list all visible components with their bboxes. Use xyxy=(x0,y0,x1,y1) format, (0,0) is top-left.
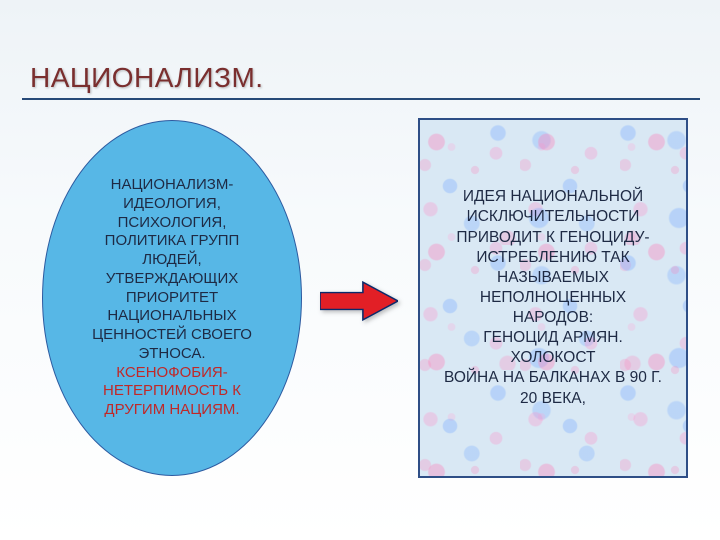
consequences-line: ВОЙНА НА БАЛКАНАХ В 90 Г. xyxy=(444,368,662,388)
consequences-panel: ИДЕЯ НАЦИОНАЛЬНОЙИСКЛЮЧИТЕЛЬНОСТИПРИВОДИ… xyxy=(418,118,688,478)
definition-text: НАЦИОНАЛИЗМ-ИДЕОЛОГИЯ,ПСИХОЛОГИЯ,ПОЛИТИК… xyxy=(92,176,252,420)
consequences-text: ИДЕЯ НАЦИОНАЛЬНОЙИСКЛЮЧИТЕЛЬНОСТИПРИВОДИ… xyxy=(444,187,662,409)
consequences-line: ИДЕЯ НАЦИОНАЛЬНОЙ xyxy=(444,187,662,207)
consequences-line: НАРОДОВ: xyxy=(444,308,662,328)
definition-line: ЦЕННОСТЕЙ СВОЕГО xyxy=(92,326,252,345)
consequences-line: ГЕНОЦИД АРМЯН. xyxy=(444,328,662,348)
slide-title: НАЦИОНАЛИЗМ. xyxy=(30,62,264,94)
definition-ellipse: НАЦИОНАЛИЗМ-ИДЕОЛОГИЯ,ПСИХОЛОГИЯ,ПОЛИТИК… xyxy=(42,120,302,476)
definition-line: ПРИОРИТЕТ xyxy=(92,289,252,308)
arrow-shape xyxy=(320,282,398,320)
definition-line: КСЕНОФОБИЯ- xyxy=(92,364,252,383)
definition-line: ДРУГИМ НАЦИЯМ. xyxy=(92,401,252,420)
consequences-line: ХОЛОКОСТ xyxy=(444,348,662,368)
definition-line: ЭТНОСА. xyxy=(92,345,252,364)
definition-line: ПСИХОЛОГИЯ, xyxy=(92,214,252,233)
definition-line: УТВЕРЖДАЮЩИХ xyxy=(92,270,252,289)
definition-line: ЛЮДЕЙ, xyxy=(92,251,252,270)
consequences-line: НАЗЫВАЕМЫХ xyxy=(444,268,662,288)
definition-line: НЕТЕРПИМОСТЬ К xyxy=(92,382,252,401)
arrow-right-icon xyxy=(320,280,398,322)
consequences-line: НЕПОЛНОЦЕННЫХ xyxy=(444,288,662,308)
definition-line: ПОЛИТИКА ГРУПП xyxy=(92,232,252,251)
definition-line: ИДЕОЛОГИЯ, xyxy=(92,195,252,214)
consequences-line: ПРИВОДИТ К ГЕНОЦИДУ- xyxy=(444,228,662,248)
definition-line: НАЦИОНАЛИЗМ- xyxy=(92,176,252,195)
title-underline xyxy=(22,98,700,100)
consequences-line: ИСКЛЮЧИТЕЛЬНОСТИ xyxy=(444,207,662,227)
consequences-line: ИСТРЕБЛЕНИЮ ТАК xyxy=(444,248,662,268)
consequences-line: 20 ВЕКА, xyxy=(444,389,662,409)
definition-line: НАЦИОНАЛЬНЫХ xyxy=(92,307,252,326)
